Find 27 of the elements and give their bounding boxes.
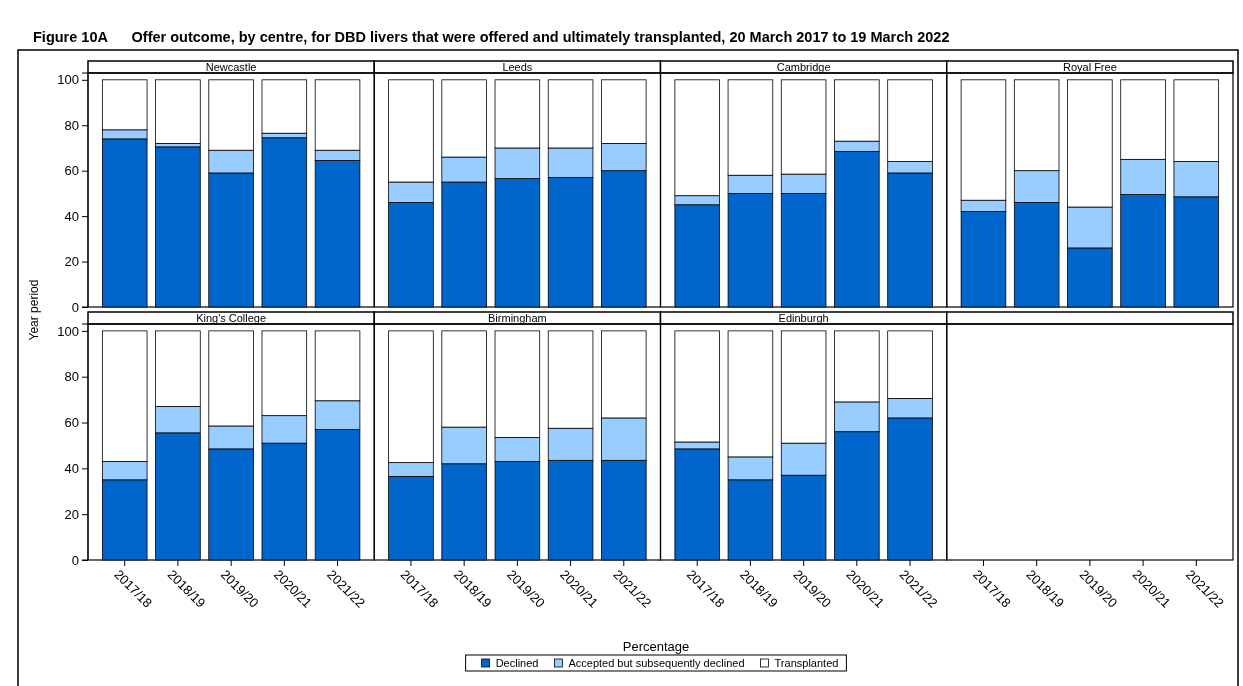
legend-label: Accepted but subsequently declined — [568, 657, 745, 669]
y-tick-label: 80 — [64, 369, 79, 385]
y-tick-label: 40 — [64, 208, 79, 224]
x-axis-title: Percentage — [622, 639, 690, 654]
y-tick-label: 60 — [64, 415, 79, 431]
y-axis-title: Year period — [27, 279, 41, 341]
chart-subtitle: Cambridge — [776, 60, 831, 73]
legend-label: Transplanted — [774, 657, 839, 669]
chart-subtitle: Royal Free — [1062, 60, 1117, 73]
legend-label: Declined — [495, 657, 539, 669]
chart-subtitle: Edinburgh — [778, 311, 829, 324]
bar — [261, 79, 308, 134]
y-tick-label: 100 — [57, 72, 79, 88]
y-tick-label: 0 — [71, 299, 79, 315]
y-tick-label: 100 — [57, 323, 79, 339]
chart-subtitle: Leeds — [502, 60, 533, 73]
bar — [155, 79, 201, 144]
chart-subtitle: Birmingham — [488, 311, 547, 324]
y-tick-label: 60 — [64, 163, 79, 179]
y-tick-label: 20 — [64, 254, 79, 270]
chart-subtitle: Newcastle — [205, 60, 257, 73]
y-tick-label: 40 — [64, 461, 79, 477]
chart-subtitle: King's College — [196, 311, 267, 324]
y-tick-label: 0 — [71, 552, 79, 568]
y-tick-label: 20 — [64, 506, 79, 522]
text: Figure 10A Offer outcome, by centre, for DBD livers that were offered and ultimately transplanted, 20 March 2017 to 19 March 2022 — [33, 29, 950, 45]
y-tick-label: 80 — [64, 117, 79, 133]
